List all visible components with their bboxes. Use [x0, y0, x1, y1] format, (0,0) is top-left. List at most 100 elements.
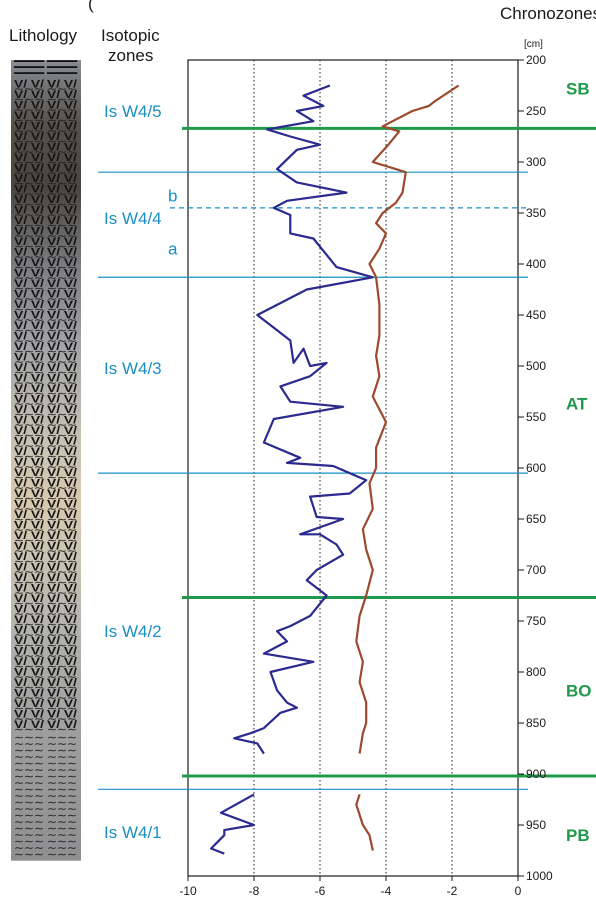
lithology-wave-symbol: ∼∼∼ — [14, 784, 44, 796]
lithology-v-symbol: V/ V/ — [47, 131, 77, 143]
lithology-v-symbol: V/ V/ — [47, 372, 77, 384]
lithology-v-symbol: V/ V/ — [14, 561, 44, 573]
lithology-wave-symbol: ∼∼∼ — [14, 293, 44, 305]
lithology-v-symbol: V/ V/ — [14, 330, 44, 342]
y-tick-label: 700 — [526, 563, 546, 577]
lithology-v-symbol: V/ V/ — [47, 341, 77, 353]
lithology-v-symbol: V/ V/ — [47, 572, 77, 584]
lithology-wave-symbol: ∼∼∼ — [47, 451, 77, 463]
lithology-v-symbol: V/ V/ — [47, 477, 77, 489]
lithology-wave-symbol: ∼∼∼ — [14, 771, 44, 783]
lithology-wave-symbol: ∼∼∼ — [14, 566, 44, 578]
lithology-wave-symbol: ∼∼∼ — [47, 293, 77, 305]
lithology-v-symbol: V/ V/ — [47, 330, 77, 342]
y-tick-label: 950 — [526, 818, 546, 832]
lithology-wave-symbol: ∼∼∼ — [47, 482, 77, 494]
lithology-wave-symbol: ∼∼∼ — [14, 398, 44, 410]
y-tick-label: 300 — [526, 155, 546, 169]
lithology-v-symbol: V/ V/ — [47, 582, 77, 594]
lithology-wave-symbol: ∼∼∼ — [47, 816, 77, 828]
lithology-wave-symbol: ∼∼∼ — [14, 810, 44, 822]
lithology-wave-symbol: ∼∼∼ — [14, 83, 44, 95]
y-tick-label: 350 — [526, 206, 546, 220]
lithology-wave-symbol: ∼∼∼ — [47, 738, 77, 750]
lithology-wave-symbol: ∼∼∼ — [47, 777, 77, 789]
lithology-wave-symbol: ∼∼∼ — [14, 598, 44, 610]
lithology-v-symbol: V/ V/ — [47, 498, 77, 510]
series-line — [355, 84, 460, 754]
lithology-wave-symbol: ∼∼∼ — [14, 816, 44, 828]
lithology-v-symbol: V/ V/ — [14, 246, 44, 258]
lithology-peat-symbol: ━━━ — [12, 56, 44, 68]
lithology-wave-symbol: ∼∼∼ — [47, 587, 77, 599]
lithology-wave-symbol: ∼∼∼ — [47, 810, 77, 822]
lithology-wave-symbol: ∼∼∼ — [47, 577, 77, 589]
lithology-v-symbol: V/ V/ — [47, 666, 77, 678]
isotopic-header: Isotopic — [101, 26, 160, 45]
lithology-wave-symbol: ∼∼∼ — [47, 230, 77, 242]
lithology-wave-symbol: ∼∼∼ — [14, 94, 44, 106]
lithology-wave-symbol: ∼∼∼ — [14, 671, 44, 683]
lithology-v-symbol: V/ V/ — [47, 89, 77, 101]
x-tick-label: -2 — [447, 884, 458, 898]
lithology-v-symbol: V/ V/ — [14, 383, 44, 395]
lithology-v-symbol: V/ V/ — [47, 204, 77, 216]
lithology-v-symbol: V/ V/ — [14, 519, 44, 531]
lithology-v-symbol: V/ V/ — [14, 162, 44, 174]
chronozone-label: BO — [566, 681, 592, 700]
lithology-wave-symbol: ∼∼∼ — [14, 220, 44, 232]
lithology-v-symbol: V/ V/ — [47, 656, 77, 668]
lithology-v-symbol: V/ V/ — [14, 666, 44, 678]
lithology-wave-symbol: ∼∼∼ — [14, 335, 44, 347]
lithology-v-symbol: V/ V/ — [14, 645, 44, 657]
lithology-wave-symbol: ∼∼∼ — [47, 136, 77, 148]
isotopic-zone-label: Is W4/2 — [104, 622, 162, 641]
lithology-wave-symbol: ∼∼∼ — [14, 367, 44, 379]
lithology-v-symbol: V/ V/ — [47, 225, 77, 237]
lithology-v-symbol: V/ V/ — [14, 299, 44, 311]
lithology-wave-symbol: ∼∼∼ — [14, 661, 44, 673]
lithology-wave-symbol: ∼∼∼ — [14, 115, 44, 127]
lithology-wave-symbol: ∼∼∼ — [14, 146, 44, 158]
lithology-wave-symbol: ∼∼∼ — [14, 777, 44, 789]
lithology-wave-symbol: ∼∼∼ — [14, 178, 44, 190]
data-series — [210, 84, 460, 855]
lithology-v-symbol: V/ V/ — [14, 194, 44, 206]
lithology-wave-symbol: ∼∼∼ — [14, 314, 44, 326]
lithology-wave-symbol: ∼∼∼ — [47, 797, 77, 809]
lithology-wave-symbol: ∼∼∼ — [14, 461, 44, 473]
lithology-wave-symbol: ∼∼∼ — [14, 209, 44, 221]
lithology-wave-symbol: ∼∼∼ — [14, 251, 44, 263]
lithology-wave-symbol: ∼∼∼ — [47, 629, 77, 641]
isotopic-zone-label: Is W4/5 — [104, 102, 162, 121]
lithology-peat-symbol: ━━━ — [45, 68, 77, 80]
lithology-wave-symbol: ∼∼∼ — [14, 577, 44, 589]
plot-frame — [187, 59, 519, 877]
y-tick-label: 650 — [526, 512, 546, 526]
lithology-v-symbol: V/ V/ — [47, 288, 77, 300]
lithology-v-symbol: V/ V/ — [47, 530, 77, 542]
lithology-v-symbol: V/ V/ — [14, 351, 44, 363]
lithology-v-symbol: V/ V/ — [14, 267, 44, 279]
lithology-v-symbol: V/ V/ — [14, 288, 44, 300]
x-axis: -10 -8 -6 -4 -2 0 — [179, 876, 522, 898]
lithology-wave-symbol: ∼∼∼ — [14, 738, 44, 750]
lithology-wave-symbol: ∼∼∼ — [47, 314, 77, 326]
y-tick-label: 250 — [526, 104, 546, 118]
lithology-v-symbol: V/ V/ — [47, 78, 77, 90]
lithology-wave-symbol: ∼∼∼ — [14, 587, 44, 599]
lithology-wave-symbol: ∼∼∼ — [14, 304, 44, 316]
lithology-wave-symbol: ∼∼∼ — [14, 136, 44, 148]
top-fragment-text: ( — [88, 0, 94, 13]
lithology-wave-symbol: ∼∼∼ — [47, 842, 77, 854]
lithology-v-symbol: V/ V/ — [14, 372, 44, 384]
lithology-v-symbol: V/ V/ — [14, 404, 44, 416]
lithology-wave-symbol: ∼∼∼ — [14, 482, 44, 494]
lithology-wave-symbol: ∼∼∼ — [47, 472, 77, 484]
lithology-wave-symbol: ∼∼∼ — [47, 94, 77, 106]
lithology-v-symbol: V/ V/ — [14, 446, 44, 458]
lithology-wave-symbol: ∼∼∼ — [47, 661, 77, 673]
lithology-v-symbol: V/ V/ — [14, 393, 44, 405]
lithology-wave-symbol: ∼∼∼ — [47, 650, 77, 662]
lithology-wave-symbol: ∼∼∼ — [47, 682, 77, 694]
